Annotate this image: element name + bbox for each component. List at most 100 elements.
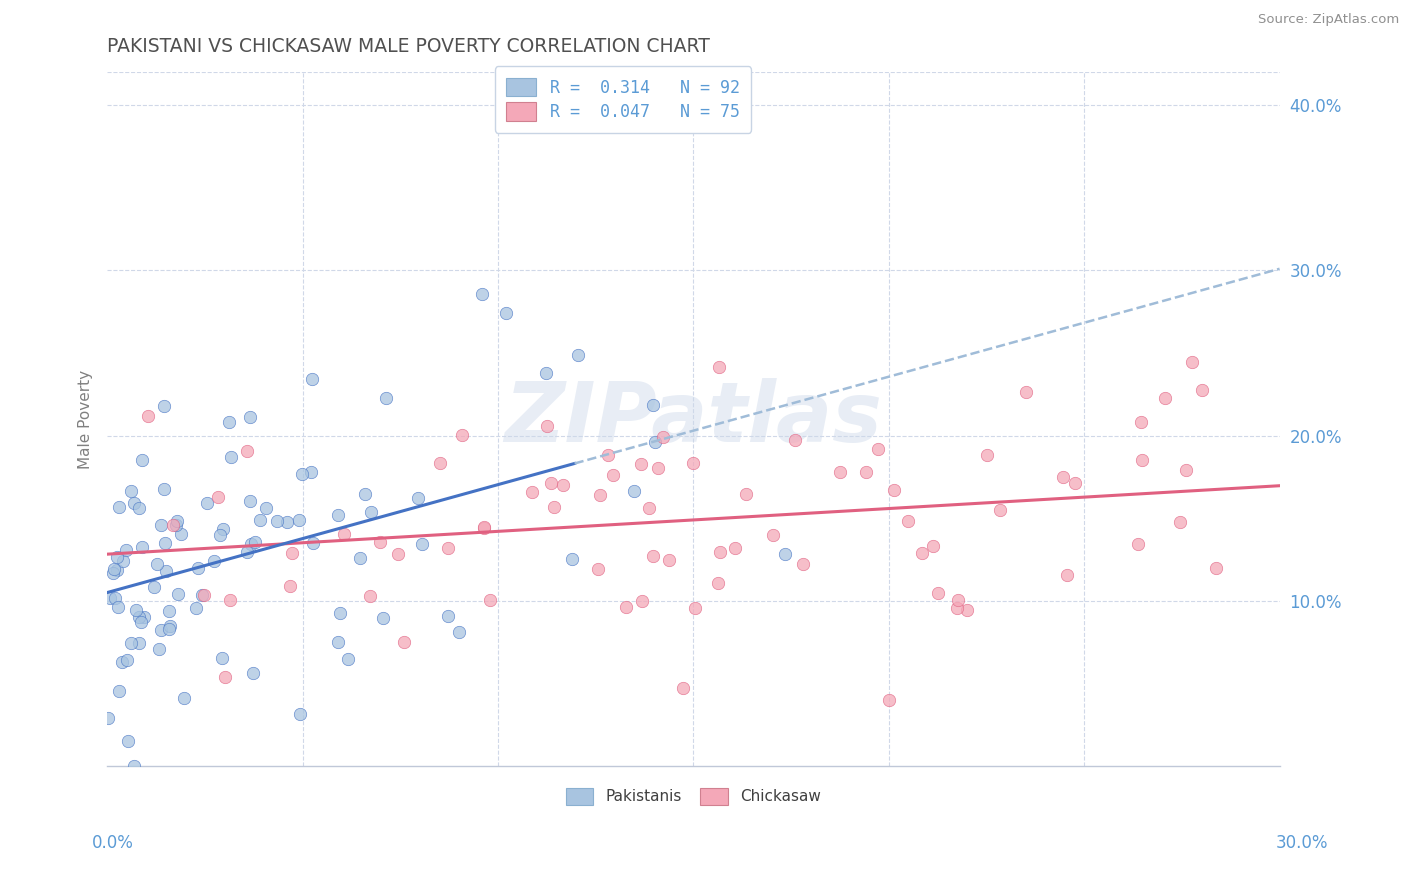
Point (219, 450, 242, 464)
Point (783, 433, 806, 447)
Point (103, 562, 125, 576)
Point (879, 693, 901, 707)
Point (1052, 470, 1074, 484)
Point (131, 540, 153, 554)
Point (148, 641, 170, 656)
Point (561, 551, 583, 566)
Point (184, 601, 207, 615)
Point (792, 557, 814, 571)
Point (683, 601, 706, 615)
Point (288, 513, 311, 527)
Point (855, 465, 877, 479)
Point (1154, 391, 1177, 405)
Point (128, 636, 150, 650)
Point (643, 398, 665, 412)
Point (641, 549, 664, 563)
Point (598, 448, 620, 462)
Point (682, 457, 704, 471)
Point (988, 502, 1011, 516)
Point (1130, 452, 1153, 467)
Point (211, 651, 233, 665)
Point (143, 580, 166, 594)
Point (120, 635, 142, 649)
Point (162, 518, 184, 533)
Point (567, 348, 589, 362)
Point (166, 514, 188, 528)
Point (449, 625, 471, 640)
Point (602, 468, 624, 483)
Point (208, 528, 231, 542)
Point (349, 551, 371, 566)
Point (100, 591, 122, 605)
Point (159, 619, 181, 633)
Point (709, 545, 731, 559)
Point (522, 484, 544, 499)
Point (707, 575, 730, 590)
Point (108, 500, 131, 514)
Point (429, 456, 451, 470)
Point (630, 457, 652, 471)
Point (336, 652, 359, 666)
Point (897, 514, 920, 528)
Point (157, 622, 180, 636)
Point (101, 566, 124, 581)
Point (1181, 355, 1204, 369)
Point (392, 635, 415, 649)
Point (946, 593, 969, 607)
Text: 30.0%: 30.0% (1277, 834, 1329, 852)
Point (291, 467, 314, 481)
Point (1063, 476, 1085, 491)
Point (239, 494, 262, 508)
Point (153, 483, 176, 497)
Point (249, 513, 271, 527)
Y-axis label: Male Poverty: Male Poverty (79, 369, 93, 468)
Point (169, 527, 191, 541)
Point (105, 563, 128, 577)
Point (360, 505, 382, 519)
Point (128, 609, 150, 624)
Point (218, 592, 240, 607)
Text: 0.0%: 0.0% (91, 834, 134, 852)
Point (207, 490, 229, 504)
Point (107, 600, 129, 615)
Point (157, 604, 180, 618)
Point (288, 706, 311, 721)
Point (371, 610, 394, 624)
Point (630, 594, 652, 608)
Point (472, 520, 495, 534)
Point (614, 600, 637, 615)
Point (1174, 463, 1197, 477)
Point (107, 550, 129, 565)
Point (281, 546, 304, 560)
Point (868, 442, 890, 456)
Point (122, 759, 145, 773)
Point (623, 484, 645, 499)
Point (406, 491, 429, 505)
Point (1170, 515, 1192, 529)
Point (302, 535, 325, 549)
Point (411, 537, 433, 551)
Point (1056, 568, 1078, 582)
Point (134, 610, 156, 624)
Point (128, 501, 150, 516)
Point (540, 476, 562, 491)
Point (1205, 560, 1227, 574)
Point (551, 478, 574, 492)
Point (586, 562, 609, 576)
Point (108, 684, 131, 698)
Point (472, 521, 495, 535)
Point (214, 670, 236, 684)
Point (97, 711, 120, 725)
Point (830, 465, 852, 479)
Point (976, 448, 998, 462)
Point (122, 496, 145, 510)
Point (883, 483, 905, 497)
Point (266, 514, 288, 528)
Point (672, 681, 695, 695)
Point (589, 488, 612, 502)
Point (375, 391, 398, 405)
Point (301, 372, 323, 386)
Point (165, 518, 187, 533)
Point (437, 541, 460, 555)
Point (359, 589, 381, 603)
